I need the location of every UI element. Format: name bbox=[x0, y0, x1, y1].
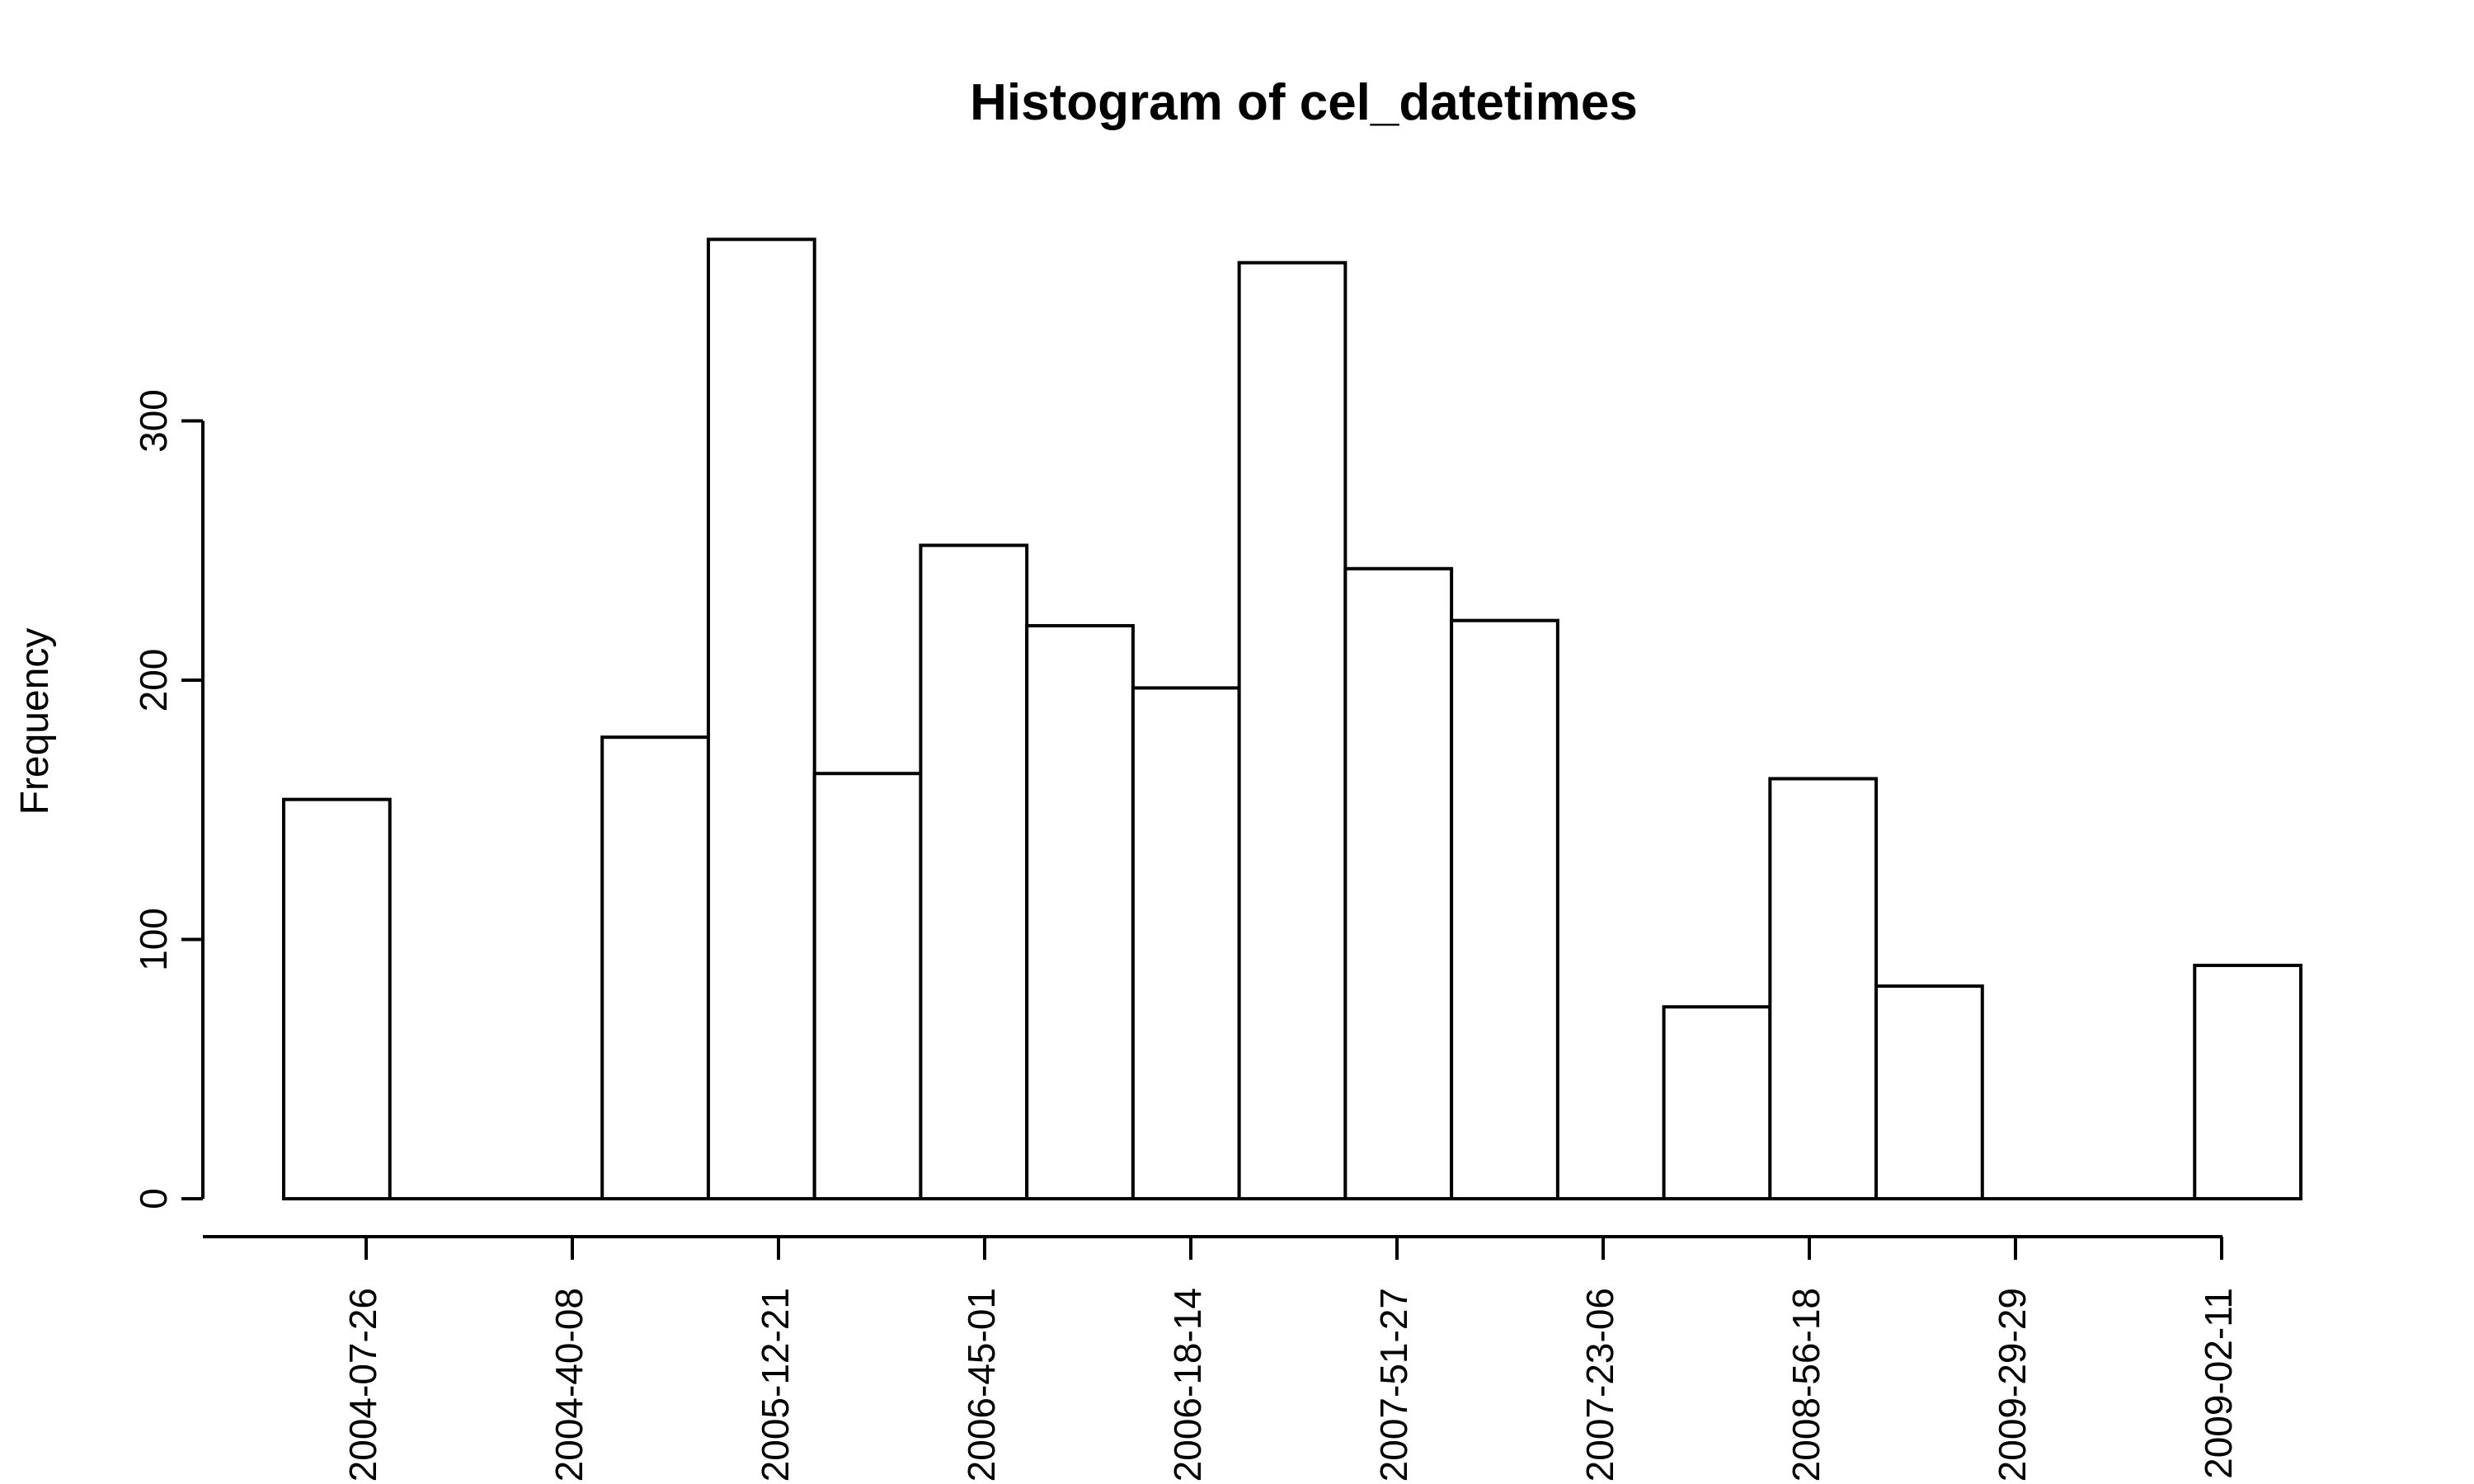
x-tick-label: 2006-45-01 bbox=[960, 1288, 1003, 1482]
x-tick-label: 2007-23-06 bbox=[1578, 1288, 1621, 1482]
x-tick-label: 2009-02-11 bbox=[2197, 1288, 2240, 1479]
histogram-bar bbox=[600, 735, 710, 1200]
y-tick-label: 0 bbox=[132, 1188, 175, 1209]
histogram-bar bbox=[812, 772, 923, 1200]
x-axis: 2004-07-26 2004-40-08 2005-12-21 2006-45-01… bbox=[203, 1235, 2240, 1482]
x-tick-label: 2007-51-27 bbox=[1372, 1288, 1415, 1482]
histogram-bar bbox=[1768, 777, 1879, 1200]
histogram-bar bbox=[1237, 261, 1348, 1200]
histogram-bar bbox=[1874, 984, 1984, 1200]
x-tick-label: 2004-40-08 bbox=[548, 1288, 590, 1482]
histogram-bar bbox=[282, 797, 392, 1200]
histogram-bar bbox=[2193, 963, 2303, 1200]
x-tick-label: 2005-12-21 bbox=[754, 1288, 797, 1482]
histogram-bar bbox=[706, 237, 816, 1201]
y-tick-label: 100 bbox=[132, 908, 175, 971]
x-tick-label: 2004-07-26 bbox=[341, 1288, 384, 1482]
y-tick-label: 200 bbox=[132, 649, 175, 712]
histogram-bar bbox=[1662, 1005, 1772, 1201]
histogram-bar bbox=[1131, 686, 1241, 1200]
y-axis-label: Frequency bbox=[13, 628, 57, 815]
y-axis: 0 100 200 300 bbox=[132, 389, 205, 1209]
histogram-bar bbox=[919, 543, 1029, 1200]
x-tick-label: 2008-56-18 bbox=[1785, 1288, 1827, 1482]
y-tick-label: 300 bbox=[132, 389, 175, 453]
chart-title: Histogram of cel_datetimes bbox=[970, 74, 1638, 131]
histogram-bar bbox=[1450, 618, 1559, 1200]
bars-group bbox=[282, 237, 2303, 1201]
histogram-bar bbox=[1343, 566, 1454, 1200]
x-tick-label: 2009-29-29 bbox=[1991, 1288, 2034, 1482]
x-tick-label: 2006-18-14 bbox=[1166, 1288, 1209, 1482]
histogram-bar bbox=[1025, 623, 1135, 1200]
